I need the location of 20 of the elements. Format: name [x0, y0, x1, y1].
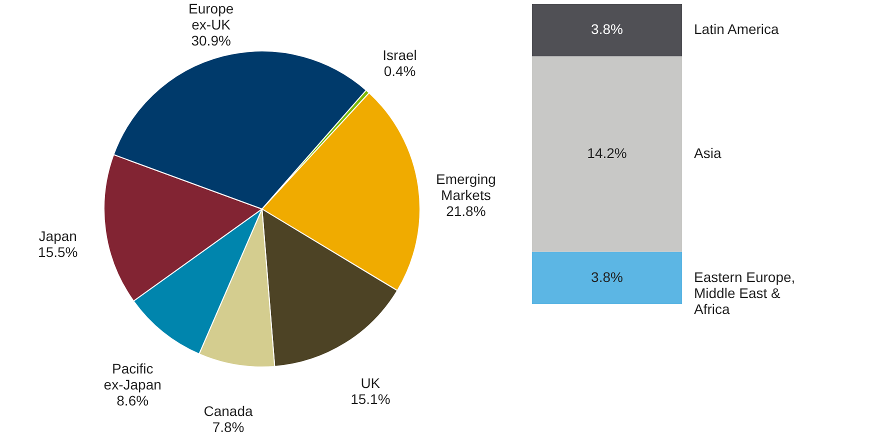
data-label: 7.8%: [212, 419, 244, 436]
data-label: 0.4%: [384, 62, 416, 79]
data-label: 8.6%: [116, 392, 149, 408]
data-label: 21.8%: [446, 202, 486, 219]
data-label: 3.8%: [591, 21, 623, 38]
data-label: 14.2%: [587, 145, 627, 161]
data-label: 15.5%: [38, 244, 78, 260]
slice-label: Israel: [382, 46, 417, 63]
data-label: 30.9%: [191, 32, 231, 48]
series-label: Asia: [694, 145, 722, 161]
slice-label: Canada: [204, 403, 253, 420]
series-label: Latin America: [694, 21, 780, 38]
data-label: 15.1%: [350, 391, 390, 408]
slice-label: Europe ex-UK: [188, 0, 234, 32]
slice-label: Japan: [38, 228, 77, 244]
slice-label: Pacific ex-Japan: [104, 360, 162, 392]
series-label: Eastern Europe, Middle East & Africa: [694, 268, 796, 317]
data-label: 3.8%: [591, 268, 623, 285]
slice-label: UK: [360, 375, 381, 392]
slice-label: Emerging Markets: [436, 170, 496, 203]
